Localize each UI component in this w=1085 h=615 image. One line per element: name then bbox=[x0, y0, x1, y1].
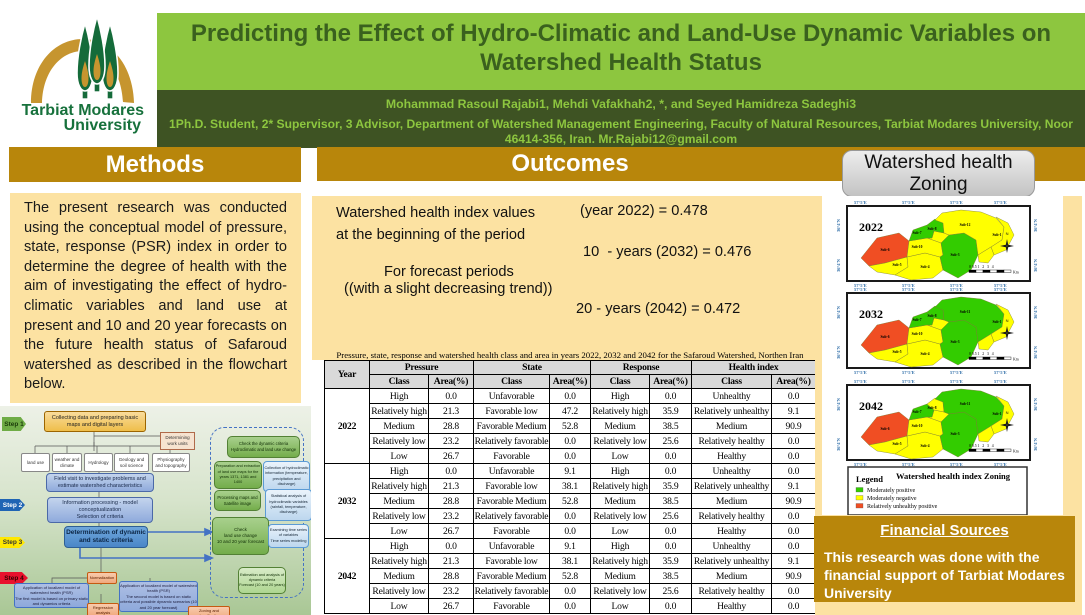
svg-text:Tarbiat Modares: Tarbiat Modares bbox=[22, 102, 145, 119]
svg-text:Sub-5: Sub-5 bbox=[893, 350, 902, 354]
svg-text:Sub-3: Sub-3 bbox=[951, 340, 960, 344]
svg-text:57°5'E: 57°5'E bbox=[902, 370, 915, 375]
svg-text:57°5'E: 57°5'E bbox=[994, 287, 1007, 292]
svg-text:Sub-8: Sub-8 bbox=[928, 227, 937, 231]
svg-text:Sub-10: Sub-10 bbox=[912, 424, 923, 428]
svg-text:N: N bbox=[1006, 231, 1009, 236]
svg-text:Sub-3: Sub-3 bbox=[951, 253, 960, 257]
svg-text:36°4'N: 36°4'N bbox=[836, 397, 841, 411]
svg-text:36°4'N: 36°4'N bbox=[836, 258, 841, 272]
svg-text:57°5'E: 57°5'E bbox=[902, 379, 915, 384]
svg-text:57°5'E: 57°5'E bbox=[854, 370, 867, 375]
svg-text:Sub-5: Sub-5 bbox=[893, 442, 902, 446]
svg-text:57°5'E: 57°5'E bbox=[902, 200, 915, 205]
svg-text:Sub-10: Sub-10 bbox=[912, 245, 923, 249]
svg-text:57°5'E: 57°5'E bbox=[854, 200, 867, 205]
svg-text:57°5'E: 57°5'E bbox=[994, 200, 1007, 205]
svg-text:N: N bbox=[1006, 318, 1009, 323]
svg-text:36°4'N: 36°4'N bbox=[1033, 437, 1038, 451]
svg-text:36°4'N: 36°4'N bbox=[1033, 258, 1038, 272]
svg-text:University: University bbox=[64, 117, 141, 134]
svg-text:2032: 2032 bbox=[859, 307, 883, 321]
svg-text:Relatively unhealthy positive: Relatively unhealthy positive bbox=[867, 504, 938, 510]
svg-text:57°5'E: 57°5'E bbox=[854, 287, 867, 292]
svg-text:N: N bbox=[1006, 410, 1009, 415]
svg-text:Sub-1: Sub-1 bbox=[993, 412, 1002, 416]
svg-text:57°5'E: 57°5'E bbox=[854, 283, 867, 288]
svg-text:57°5'E: 57°5'E bbox=[994, 370, 1007, 375]
svg-text:57°5'E: 57°5'E bbox=[950, 370, 963, 375]
svg-text:57°5'E: 57°5'E bbox=[950, 379, 963, 384]
svg-text:Km: Km bbox=[1013, 271, 1019, 275]
svg-text:36°4'N: 36°4'N bbox=[836, 305, 841, 319]
svg-text:Sub-6: Sub-6 bbox=[881, 248, 890, 252]
svg-text:Sub-12: Sub-12 bbox=[960, 223, 971, 227]
svg-text:Sub-7: Sub-7 bbox=[913, 410, 922, 414]
svg-text:36°4'N: 36°4'N bbox=[836, 437, 841, 451]
svg-text:Sub-6: Sub-6 bbox=[881, 427, 890, 431]
svg-text:Sub-8: Sub-8 bbox=[928, 406, 937, 410]
svg-text:36°4'N: 36°4'N bbox=[1033, 218, 1038, 232]
svg-text:Sub-4: Sub-4 bbox=[921, 352, 930, 356]
svg-text:0 0.5 1 2 3 4: 0 0.5 1 2 3 4 bbox=[969, 352, 994, 356]
svg-text:36°4'N: 36°4'N bbox=[1033, 397, 1038, 411]
svg-text:0 0.5 1 2 3 4: 0 0.5 1 2 3 4 bbox=[969, 265, 994, 269]
svg-text:57°5'E: 57°5'E bbox=[854, 379, 867, 384]
svg-text:Sub-1: Sub-1 bbox=[993, 320, 1002, 324]
svg-text:Sub-7: Sub-7 bbox=[913, 318, 922, 322]
svg-text:Sub-3: Sub-3 bbox=[951, 432, 960, 436]
svg-text:Legend: Legend bbox=[856, 474, 883, 484]
svg-text:36°4'N: 36°4'N bbox=[836, 345, 841, 359]
svg-text:Km: Km bbox=[1013, 450, 1019, 454]
svg-text:57°5'E: 57°5'E bbox=[994, 283, 1007, 288]
svg-text:Sub-1: Sub-1 bbox=[993, 233, 1002, 237]
svg-text:36°4'N: 36°4'N bbox=[836, 218, 841, 232]
svg-text:Sub-8: Sub-8 bbox=[928, 314, 937, 318]
svg-text:36°4'N: 36°4'N bbox=[1033, 305, 1038, 319]
svg-text:57°5'E: 57°5'E bbox=[994, 462, 1007, 467]
svg-text:57°5'E: 57°5'E bbox=[902, 462, 915, 467]
svg-text:2042: 2042 bbox=[859, 399, 883, 413]
svg-text:Sub-11: Sub-11 bbox=[960, 402, 971, 406]
svg-text:57°5'E: 57°5'E bbox=[950, 462, 963, 467]
svg-text:Sub-6: Sub-6 bbox=[881, 335, 890, 339]
svg-text:2022: 2022 bbox=[859, 220, 883, 234]
svg-text:Sub-5: Sub-5 bbox=[893, 263, 902, 267]
svg-text:Km: Km bbox=[1013, 358, 1019, 362]
svg-text:Moderately negative: Moderately negative bbox=[867, 496, 917, 502]
svg-text:57°5'E: 57°5'E bbox=[950, 200, 963, 205]
svg-text:57°5'E: 57°5'E bbox=[902, 287, 915, 292]
svg-text:57°5'E: 57°5'E bbox=[950, 287, 963, 292]
svg-text:57°5'E: 57°5'E bbox=[854, 462, 867, 467]
svg-text:Sub-11: Sub-11 bbox=[960, 310, 971, 314]
svg-text:57°5'E: 57°5'E bbox=[902, 283, 915, 288]
svg-text:Moderately positive: Moderately positive bbox=[867, 488, 915, 494]
svg-text:57°5'E: 57°5'E bbox=[994, 379, 1007, 384]
svg-text:Sub-7: Sub-7 bbox=[913, 231, 922, 235]
svg-text:Watershed health index Zoning: Watershed health index Zoning bbox=[896, 471, 1011, 481]
svg-text:Sub-4: Sub-4 bbox=[921, 265, 930, 269]
svg-text:0 0.5 1 2 3 4: 0 0.5 1 2 3 4 bbox=[969, 444, 994, 448]
svg-text:36°4'N: 36°4'N bbox=[1033, 345, 1038, 359]
svg-text:57°5'E: 57°5'E bbox=[950, 283, 963, 288]
svg-text:Sub-4: Sub-4 bbox=[921, 444, 930, 448]
svg-text:Sub-10: Sub-10 bbox=[912, 332, 923, 336]
